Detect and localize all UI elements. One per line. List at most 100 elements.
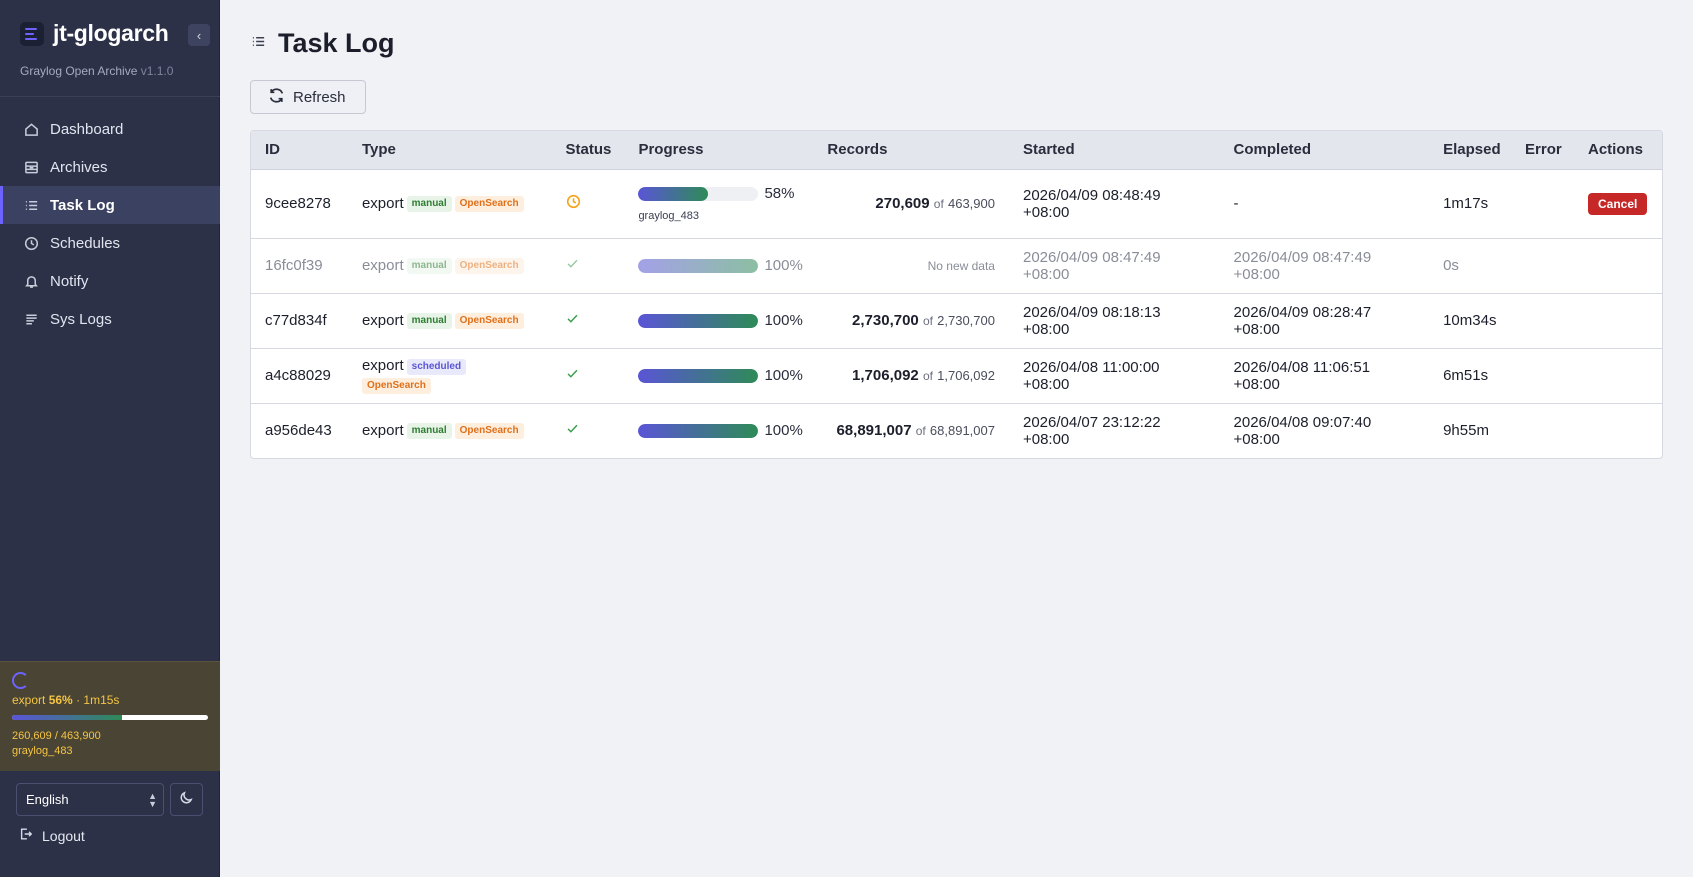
logout-icon: [19, 827, 33, 844]
sidebar-item-task-log[interactable]: Task Log: [0, 186, 220, 224]
brand[interactable]: jt-glogarch: [20, 20, 169, 47]
table-row[interactable]: 16fc0f39 export manual OpenSearch 100% No …: [251, 238, 1662, 294]
theme-toggle-button[interactable]: [170, 783, 203, 816]
bell-icon: [24, 274, 39, 289]
col-header-actions[interactable]: Actions: [1574, 131, 1662, 170]
table-row[interactable]: 9cee8278 export manual OpenSearch 58% gray…: [251, 169, 1662, 239]
col-header-started[interactable]: Started: [1008, 131, 1220, 170]
records-of: of: [922, 314, 933, 328]
task-type: export: [361, 194, 404, 212]
started-tz: +08:00: [1022, 320, 1070, 338]
tag-badge: OpenSearch: [454, 196, 524, 213]
progress-percent: 100%: [764, 257, 803, 274]
completed-date: 2026/04/09 08:47:49: [1233, 248, 1372, 266]
logo-icon: [20, 21, 44, 46]
clock-icon: [566, 194, 581, 213]
select-caret-icon: ▲ ▼: [148, 791, 157, 809]
task-elapsed: 9h55m: [1443, 422, 1489, 440]
task-started: 2026/04/08 11:00:00 +08:00: [1008, 348, 1220, 404]
completed-tz: +08:00: [1233, 375, 1280, 393]
progress-fill: [638, 258, 759, 273]
logout-link[interactable]: Logout: [19, 827, 85, 844]
sidebar-item-dashboard[interactable]: Dashboard: [0, 110, 220, 148]
task-completed: 2026/04/09 08:47:49 +08:00: [1219, 238, 1430, 294]
started-date: 2026/04/09 08:47:49: [1022, 248, 1161, 266]
version-label: v1.1.0: [140, 64, 174, 78]
task-actions: [1574, 238, 1662, 294]
page-title: Task Log: [278, 28, 395, 58]
list-icon: [251, 34, 266, 54]
spinner-icon: [12, 672, 29, 689]
task-completed: 2026/04/09 08:28:47 +08:00: [1219, 293, 1430, 349]
tag-badge: manual: [406, 258, 452, 275]
col-header-elapsed[interactable]: Elapsed: [1429, 131, 1512, 170]
col-header-id[interactable]: ID: [251, 131, 348, 170]
sidebar-item-notify[interactable]: Notify: [0, 262, 220, 300]
progress-bar: [638, 423, 759, 438]
records-total: 2,730,700: [937, 313, 995, 328]
task-elapsed: 1m17s: [1429, 169, 1512, 239]
completed-tz: +08:00: [1233, 265, 1280, 283]
refresh-button[interactable]: Refresh: [250, 80, 366, 114]
tag-badge: scheduled: [406, 358, 467, 375]
collapse-sidebar-button[interactable]: ‹: [188, 24, 210, 46]
task-status: [551, 238, 625, 294]
language-select[interactable]: English ▲ ▼: [16, 783, 164, 816]
progress-fill: [638, 186, 709, 201]
job-summary: export 56% · 1m15s: [12, 693, 208, 707]
task-records: No new data: [813, 238, 1009, 294]
col-header-error[interactable]: Error: [1511, 131, 1574, 170]
sidebar-item-sys-logs[interactable]: Sys Logs: [0, 300, 220, 338]
running-job-panel[interactable]: export 56% · 1m15s 260,609 / 463,900 gra…: [0, 661, 220, 771]
check-icon: [566, 367, 579, 384]
progress-bar: [638, 186, 759, 201]
task-completed: -: [1219, 169, 1430, 239]
started-tz: +08:00: [1022, 375, 1070, 393]
records-done: 270,609: [875, 195, 930, 212]
task-type-cell: export manual OpenSearch: [347, 238, 552, 294]
table-row[interactable]: a4c88029 export scheduled OpenSearch 100%…: [251, 348, 1662, 404]
refresh-label: Refresh: [293, 88, 346, 106]
chevron-left-icon: ‹: [196, 27, 202, 43]
table-row[interactable]: a956de43 export manual OpenSearch 100% 68,…: [251, 403, 1662, 458]
col-header-progress[interactable]: Progress: [624, 131, 814, 170]
task-progress: 100%: [624, 293, 814, 349]
completed-date: -: [1233, 195, 1239, 212]
job-type: export: [12, 693, 46, 707]
progress-percent: 100%: [764, 422, 803, 440]
sidebar-item-schedules[interactable]: Schedules: [0, 224, 220, 262]
progress-percent: 100%: [764, 367, 803, 384]
task-id: 9cee8278: [251, 169, 348, 239]
divider: [0, 96, 220, 97]
task-type: export: [361, 422, 404, 440]
col-header-type[interactable]: Type: [347, 131, 552, 170]
cancel-button[interactable]: Cancel: [1588, 192, 1648, 215]
task-progress: 100%: [624, 403, 813, 458]
task-id: 16fc0f39: [251, 238, 348, 294]
records-total: 68,891,007: [929, 423, 995, 439]
col-header-status[interactable]: Status: [551, 131, 625, 170]
task-actions: [1574, 348, 1662, 404]
tag-badge: OpenSearch: [454, 313, 524, 330]
records-note: No new data: [927, 259, 995, 273]
records-done: 2,730,700: [852, 312, 919, 329]
sidebar: jt-glogarch ‹ Graylog Open Archive v1.1.…: [0, 0, 220, 877]
records-done: 1,706,092: [852, 367, 919, 384]
col-header-completed[interactable]: Completed: [1219, 131, 1430, 170]
page-header: Task Log: [251, 28, 395, 59]
sidebar-item-archives[interactable]: Archives: [0, 148, 220, 186]
progress-fill: [638, 423, 759, 438]
records-done: 68,891,007: [836, 422, 912, 440]
tag-badge: OpenSearch: [361, 377, 431, 394]
task-id: c77d834f: [251, 293, 348, 349]
completed-date: 2026/04/09 08:28:47: [1233, 303, 1372, 321]
task-type-cell: export manual OpenSearch: [347, 293, 552, 349]
records-total: 1,706,092: [937, 368, 995, 383]
started-tz: +08:00: [1022, 203, 1070, 221]
table-row[interactable]: c77d834f export manual OpenSearch 100% 2,7…: [251, 293, 1662, 349]
refresh-icon: [268, 87, 285, 108]
archive-icon: [24, 160, 39, 175]
task-records: 270,609 of 463,900: [813, 169, 1009, 239]
col-header-records[interactable]: Records: [813, 131, 1009, 170]
records-of: of: [922, 369, 933, 383]
